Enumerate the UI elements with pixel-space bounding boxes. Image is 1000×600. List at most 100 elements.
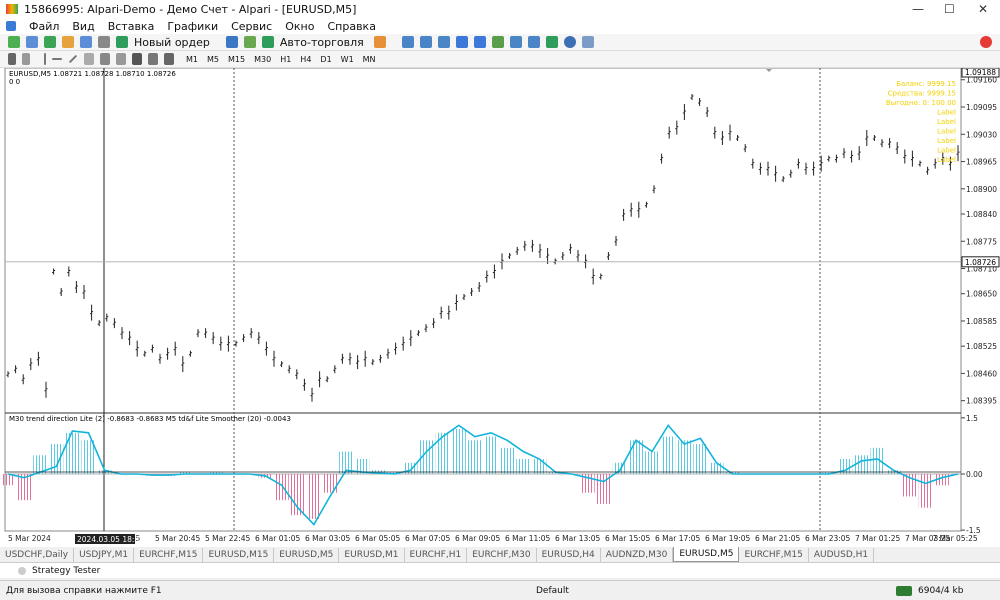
chart-tab[interactable]: EURUSD,M5 (673, 547, 740, 562)
x-tick-label: 5 Mar 22:45 (205, 534, 251, 543)
menu-item[interactable]: Вставка (107, 19, 155, 33)
tool-icon[interactable] (22, 53, 30, 65)
x-tick-label: 6 Mar 19:05 (705, 534, 751, 543)
tool-icon[interactable] (8, 53, 16, 65)
price-bar (941, 152, 945, 165)
tool-icon[interactable] (225, 36, 238, 48)
tool-icon[interactable] (8, 36, 20, 48)
tool-icon[interactable] (84, 53, 94, 65)
price-bar (872, 135, 876, 142)
tool-icon[interactable] (509, 36, 522, 48)
menu-item[interactable]: Файл (29, 19, 60, 33)
chart-tab[interactable]: EURCHF,M15 (739, 547, 809, 562)
timeframe-button[interactable]: D1 (320, 54, 332, 64)
price-bar (637, 201, 641, 218)
menu-item[interactable]: Справка (327, 19, 376, 33)
tool-icon[interactable] (473, 36, 486, 48)
tool-icon[interactable] (437, 36, 450, 48)
x-tick-label: 6 Mar 01:05 (255, 534, 301, 543)
y-tick-label: 1.08395 (966, 397, 997, 406)
y-max-label: 1.09188 (965, 68, 996, 77)
tool-icon[interactable] (132, 53, 142, 65)
menu-item[interactable]: Сервис (231, 19, 273, 33)
timeframe-button[interactable]: W1 (340, 54, 354, 64)
timeframe-button[interactable]: H1 (280, 54, 292, 64)
chart-tab[interactable]: EURUSD,M1 (339, 547, 405, 562)
tool-icon[interactable] (164, 53, 174, 65)
chart-tab[interactable]: EURCHF,M15 (134, 547, 204, 562)
timeframe-button[interactable]: M1 (186, 54, 198, 64)
tool-icon[interactable] (373, 36, 386, 48)
tool-icon[interactable] (563, 36, 576, 48)
tool-icon[interactable] (243, 36, 256, 48)
price-bar (409, 330, 413, 347)
tool-icon[interactable] (52, 58, 62, 60)
tool-icon[interactable] (44, 36, 56, 48)
close-button[interactable]: ✕ (978, 2, 989, 16)
tool-icon[interactable] (68, 54, 78, 64)
price-bar (454, 294, 458, 311)
tool-icon[interactable] (62, 36, 74, 48)
tester-icon (18, 566, 26, 575)
menu-item[interactable]: Графики (167, 19, 219, 33)
timeframe-button[interactable]: M5 (207, 54, 219, 64)
tool-icon[interactable] (80, 36, 92, 48)
tool-icon[interactable] (116, 53, 126, 65)
tool-icon[interactable] (491, 36, 504, 48)
menu-item[interactable]: Вид (72, 19, 95, 33)
chart-tab[interactable]: EURUSD,M5 (274, 547, 340, 562)
timeframe-button[interactable]: MN (362, 54, 376, 64)
new-order-button[interactable]: Новый ордер (134, 35, 210, 49)
price-bar (378, 354, 382, 363)
price-bar (219, 336, 223, 351)
histogram-bar (709, 462, 724, 474)
autotrading-icon[interactable] (261, 36, 274, 48)
tool-icon[interactable] (98, 36, 110, 48)
chart-legend-sub: 0 0 (9, 78, 20, 86)
timeframe-toolbar: M1 M5 M15 M30 H1 H4 D1 W1 MN (0, 51, 1000, 68)
tester-label[interactable]: Strategy Tester (32, 565, 101, 576)
timeframe-button[interactable]: H4 (300, 54, 312, 64)
tool-icon[interactable] (401, 36, 414, 48)
price-bar (135, 340, 139, 357)
price-bar (956, 145, 960, 162)
tool-icon[interactable] (419, 36, 432, 48)
tool-icon[interactable] (545, 36, 558, 48)
price-bar (287, 365, 291, 374)
price-bar (14, 365, 18, 374)
price-bar (880, 139, 884, 148)
chart-tab[interactable]: USDJPY,M1 (74, 547, 135, 562)
timeframe-button[interactable]: M30 (254, 54, 272, 64)
chart-tab[interactable]: AUDUSD,H1 (809, 547, 875, 562)
tool-icon[interactable] (100, 53, 110, 65)
tool-icon[interactable] (148, 53, 158, 65)
chart-tab[interactable]: EURCHF,H1 (405, 547, 468, 562)
price-bar (796, 158, 800, 169)
chart-tab[interactable]: USDCHF,Daily (0, 547, 75, 562)
timeframe-button[interactable]: M15 (228, 54, 246, 64)
menu-item[interactable]: Окно (285, 19, 315, 33)
price-bar (599, 273, 603, 280)
x-tick-label: 6 Mar 09:05 (455, 534, 501, 543)
tool-icon[interactable] (581, 36, 594, 48)
autotrading-button[interactable]: Авто-торговля (279, 35, 364, 49)
notifications-icon[interactable] (980, 36, 992, 48)
chart-tab[interactable]: AUDNZD,M30 (601, 547, 674, 562)
price-bar (553, 258, 557, 265)
tool-icon[interactable] (44, 53, 46, 65)
tool-icon[interactable] (455, 36, 468, 48)
chart-tab[interactable]: EURUSD,H4 (537, 547, 601, 562)
tool-icon[interactable] (527, 36, 540, 48)
chart-tab[interactable]: EURUSD,M15 (203, 547, 275, 562)
price-bar (29, 358, 33, 371)
maximize-button[interactable]: ☐ (944, 2, 955, 16)
tool-icon[interactable] (26, 36, 38, 48)
minimize-button[interactable]: — (912, 2, 924, 16)
histogram-bar (435, 432, 450, 474)
chart-tab[interactable]: EURCHF,M30 (467, 547, 537, 562)
price-bar (698, 97, 702, 106)
price-bar (690, 93, 694, 100)
new-order-icon[interactable] (116, 36, 128, 48)
price-bar (204, 328, 208, 339)
price-bar (500, 253, 504, 270)
